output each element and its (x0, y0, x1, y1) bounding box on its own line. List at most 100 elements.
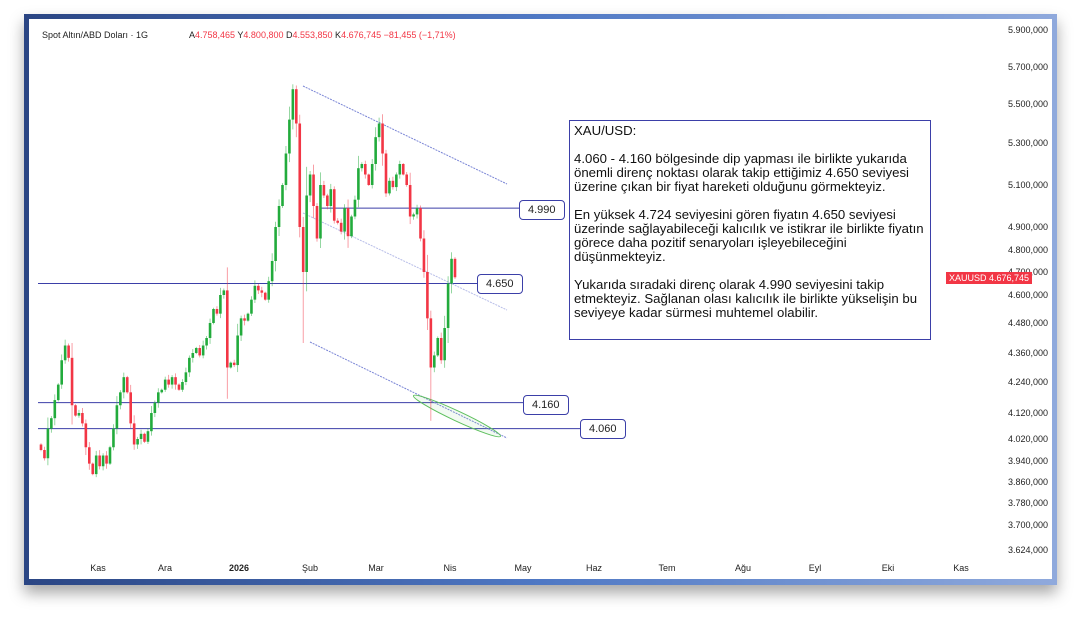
candle-body (153, 402, 157, 413)
candle-body (443, 328, 446, 361)
candle-body (401, 164, 405, 175)
candle-body (222, 290, 226, 295)
low-label: D (285, 30, 293, 40)
x-tick-label: Şub (301, 563, 319, 573)
y-tick-label: 4.020,000 (1007, 434, 1048, 444)
candle-body (243, 318, 246, 321)
candle-body (136, 439, 139, 445)
channel-middle-line (302, 212, 508, 311)
candle-body (53, 400, 57, 419)
candle-body (343, 208, 346, 232)
candle-body (163, 379, 167, 390)
price-badge-symbol: XAUUSD (946, 272, 990, 284)
x-tick-label: Kas (953, 563, 969, 573)
x-tick-label: Eyl (808, 563, 822, 573)
candle-body (288, 119, 291, 154)
candle-body (91, 463, 95, 475)
y-tick-label: 3.940,000 (1007, 456, 1048, 466)
x-tick-label: 2026 (228, 563, 250, 573)
candle-body (143, 433, 146, 442)
candle-body (181, 382, 184, 390)
candle-body (436, 338, 440, 356)
candle-body (391, 180, 395, 188)
candle-body (281, 185, 284, 206)
candle-body (160, 389, 164, 393)
candle-body (433, 355, 436, 368)
candle-body (74, 405, 77, 416)
ohlc-readout: A4.758,465 Y4.800,800 D4.553,850 K4.676,… (189, 30, 456, 40)
channel-lower-line (309, 341, 508, 439)
candle-body (260, 290, 264, 293)
candle-body (274, 227, 277, 261)
candle-body (177, 384, 181, 390)
candle-body (319, 185, 322, 239)
candle-body (77, 413, 81, 416)
y-tick-label: 5.900,000 (1007, 25, 1048, 35)
y-tick-label: 3.860,000 (1007, 477, 1048, 487)
candle-body (298, 123, 302, 227)
x-tick-label: Mar (368, 563, 384, 573)
candle-body (412, 214, 415, 217)
candle-body (263, 292, 267, 300)
close-value: 4.676,745 (341, 30, 382, 40)
candle-body (194, 348, 198, 353)
x-tick-label: Eki (881, 563, 895, 573)
candle-body (219, 295, 222, 314)
candle-body (167, 379, 170, 385)
level-label-4060[interactable]: 4.060 (580, 419, 626, 439)
candle-body (146, 431, 150, 442)
high-label: Y (237, 30, 244, 40)
candle-body (119, 392, 122, 406)
analysis-note[interactable]: XAU/USD: 4.060 - 4.160 bölgesinde dip ya… (569, 120, 931, 340)
candle-body (374, 137, 377, 164)
candle-body (357, 168, 360, 200)
level-label-4990[interactable]: 4.990 (519, 200, 565, 220)
candle-body (108, 447, 112, 464)
candle-body (367, 174, 371, 185)
candle-body (398, 164, 402, 175)
candle-body (105, 455, 108, 464)
y-tick-label: 3.780,000 (1007, 498, 1048, 508)
candle-body (419, 208, 422, 239)
note-paragraph-2: En yüksek 4.724 seviyesini gören fiyatın… (574, 207, 924, 264)
candle-body (60, 360, 63, 385)
x-tick-label: Nis (443, 563, 457, 573)
candle-body (426, 272, 429, 319)
y-tick-label: 4.900,000 (1007, 222, 1048, 232)
candle-body (429, 318, 433, 368)
candle-body (360, 164, 364, 169)
candle-body (250, 299, 253, 314)
candle-body (88, 447, 91, 464)
candle-body (291, 89, 295, 120)
open-label: A (189, 30, 196, 40)
candle-body (198, 348, 201, 356)
y-tick-label: 5.100,000 (1007, 180, 1048, 190)
candle-body (322, 185, 326, 196)
candle-body (157, 392, 160, 403)
x-tick-label: May (514, 563, 532, 573)
y-tick-label: 4.240,000 (1007, 377, 1048, 387)
candle-body (308, 174, 312, 196)
channel-upper-line (302, 85, 508, 185)
candle-body (326, 195, 329, 206)
level-label-4160[interactable]: 4.160 (523, 395, 569, 415)
candle-body (39, 444, 43, 450)
candle-body (236, 335, 239, 366)
candle-body (70, 357, 74, 406)
note-title: XAU/USD: (574, 123, 637, 138)
candle-body (191, 353, 195, 358)
candle-body (56, 384, 60, 401)
candle-body (184, 372, 188, 382)
candle-body (208, 323, 212, 338)
level-label-4650[interactable]: 4.650 (477, 274, 523, 294)
candle-body (439, 338, 443, 361)
candle-body (350, 216, 353, 237)
close-label: K (335, 30, 342, 40)
candle-body (284, 153, 288, 185)
candle-body (446, 283, 450, 328)
candle-body (332, 189, 336, 221)
candle-body (301, 227, 305, 272)
candle-body (122, 377, 126, 393)
candle-body (125, 377, 129, 393)
